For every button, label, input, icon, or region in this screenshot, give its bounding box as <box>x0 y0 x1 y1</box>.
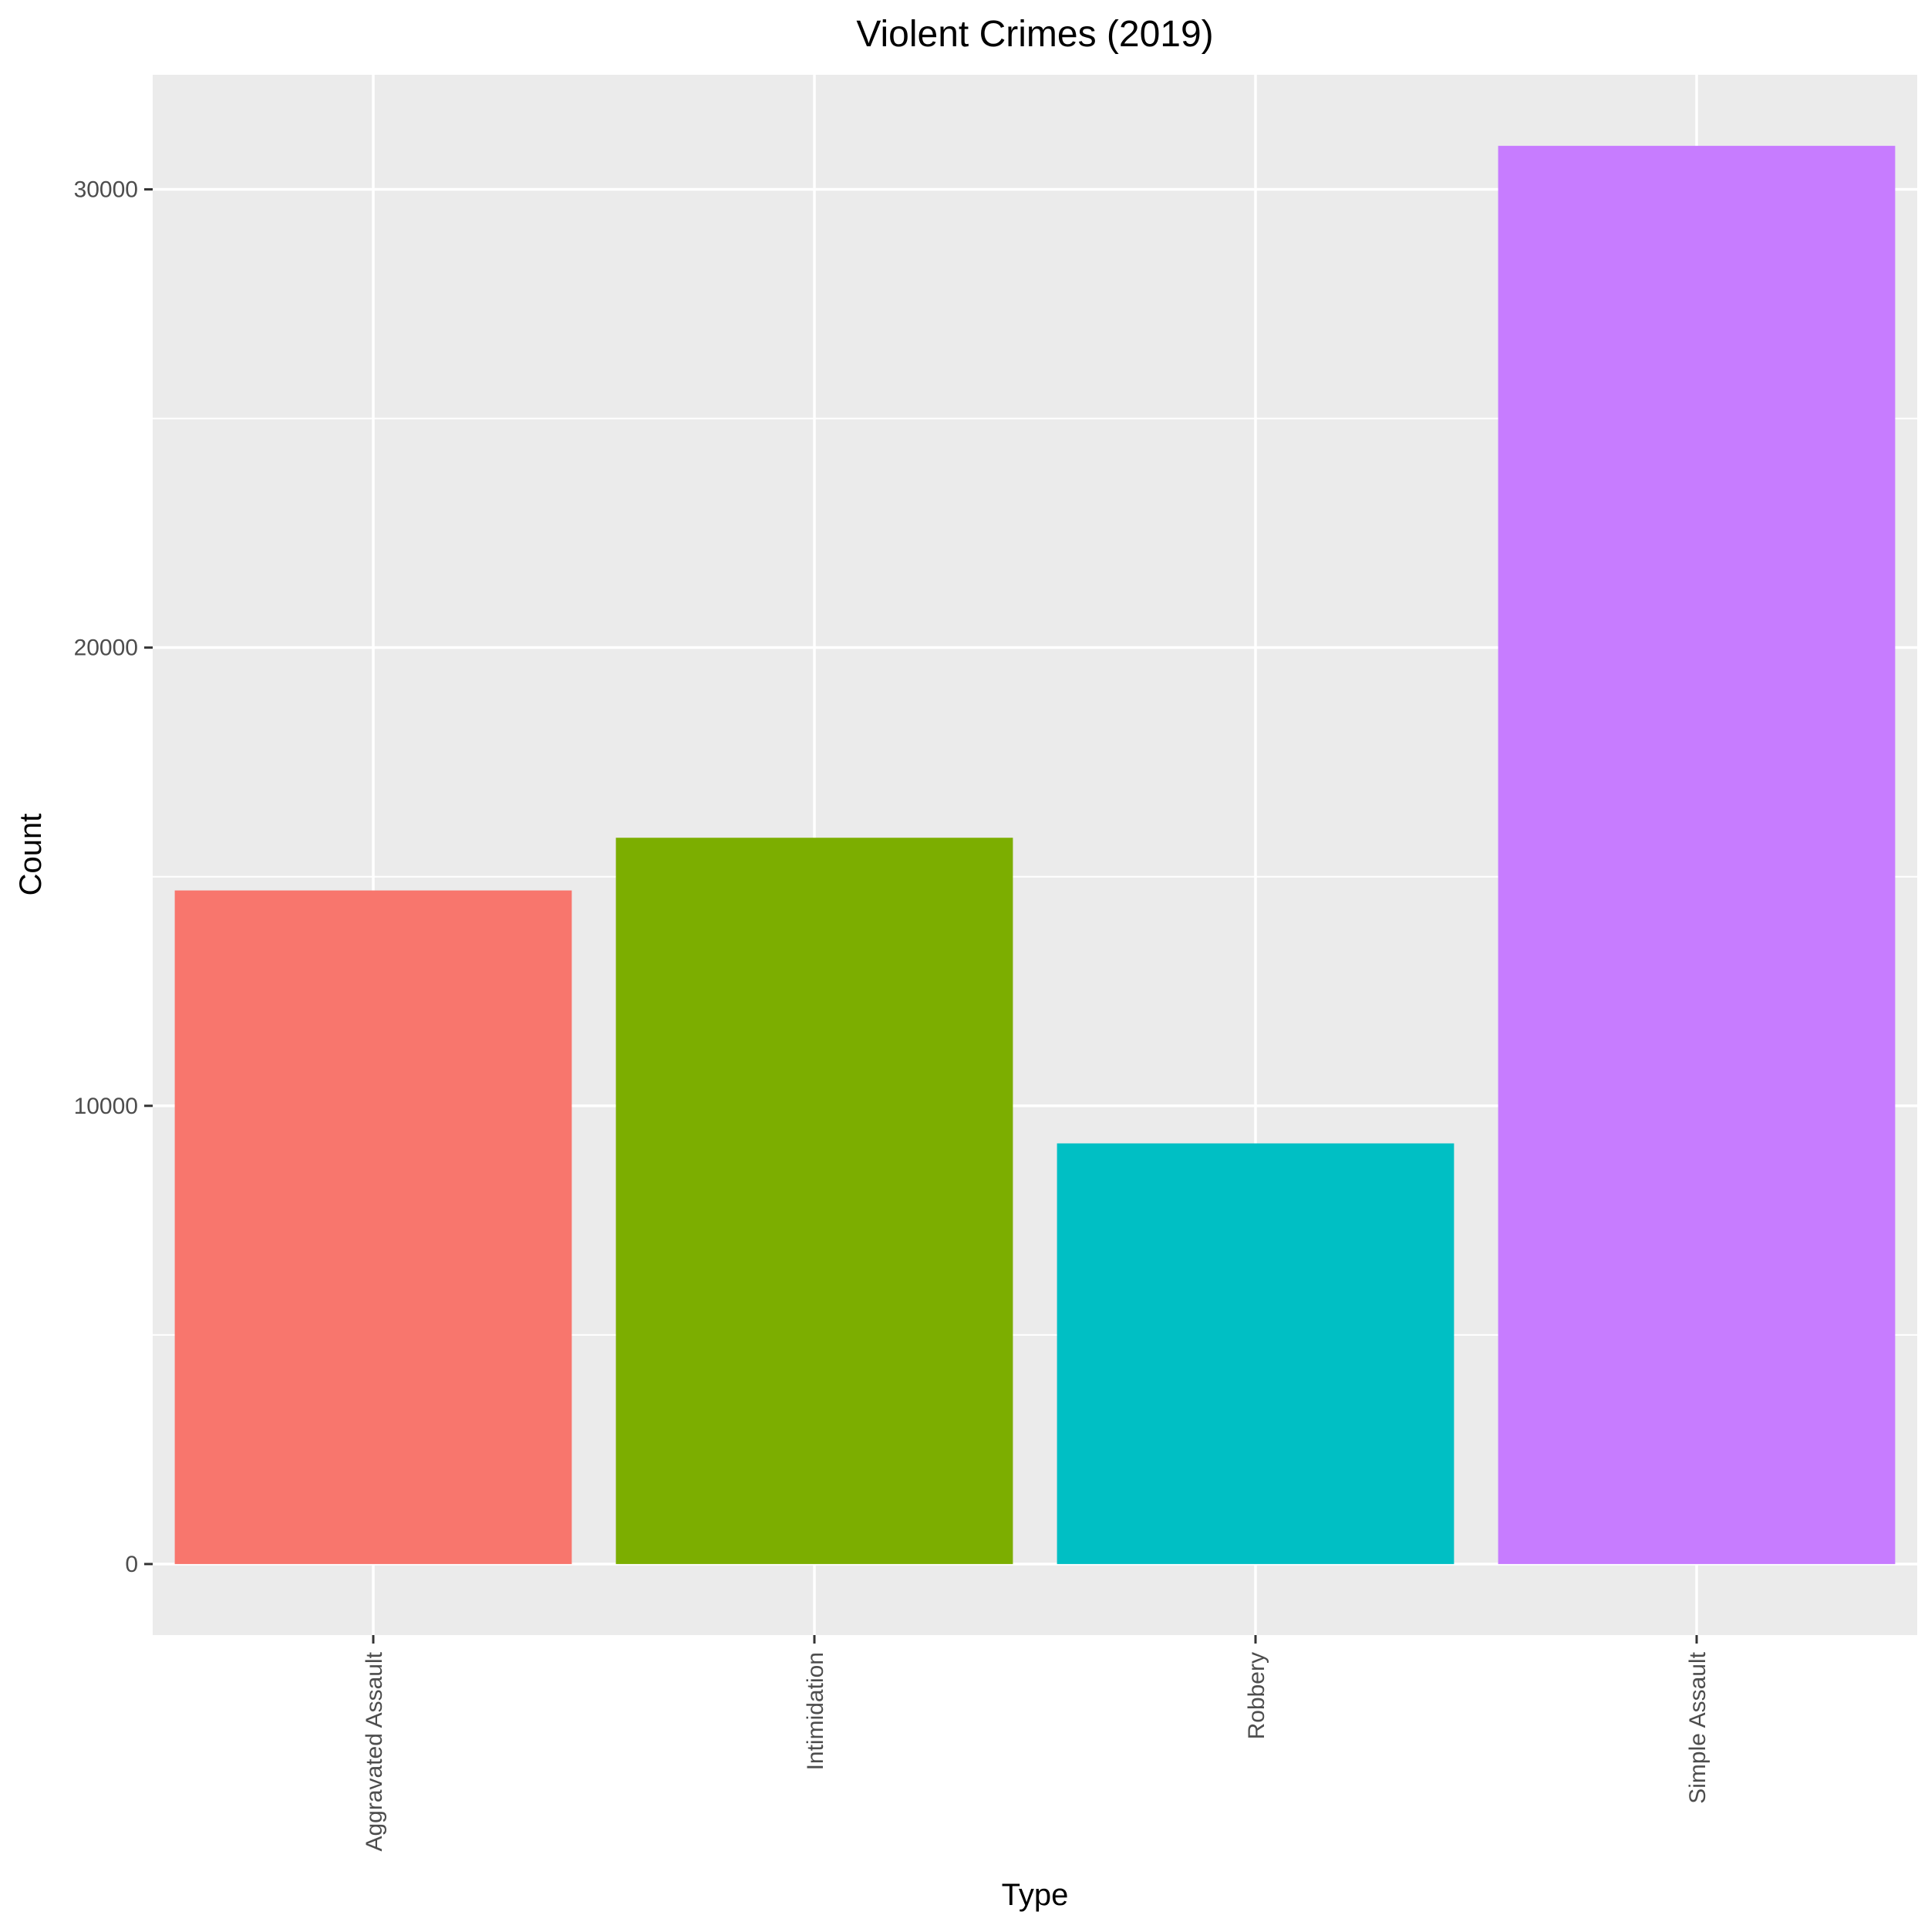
x-tick-label: Intimidation <box>803 1652 828 1770</box>
x-axis-title: Type <box>1002 1878 1069 1912</box>
bar-simple-assault <box>1498 146 1896 1564</box>
bar-intimidation <box>615 838 1013 1564</box>
y-tick-label: 0 <box>125 1552 138 1577</box>
x-tick-label: Robbery <box>1244 1652 1269 1739</box>
bar-robbery <box>1057 1143 1454 1564</box>
x-tick-label: Simple Assault <box>1685 1651 1711 1803</box>
y-tick-label: 20000 <box>74 636 138 661</box>
y-tick-label: 10000 <box>74 1094 138 1119</box>
y-axis-title: Count <box>14 814 48 896</box>
bar-aggravated-assault <box>174 890 572 1564</box>
bars <box>174 146 1896 1564</box>
x-axis: Aggravated Assault Intimidation Robbery Sim… <box>362 1635 1711 1852</box>
x-tick-label: Aggravated Assault <box>362 1651 387 1851</box>
y-tick-label: 30000 <box>74 177 138 203</box>
chart-title: Violent Crimes (2019) <box>856 14 1213 55</box>
y-axis: 0 10000 20000 30000 <box>74 177 153 1577</box>
